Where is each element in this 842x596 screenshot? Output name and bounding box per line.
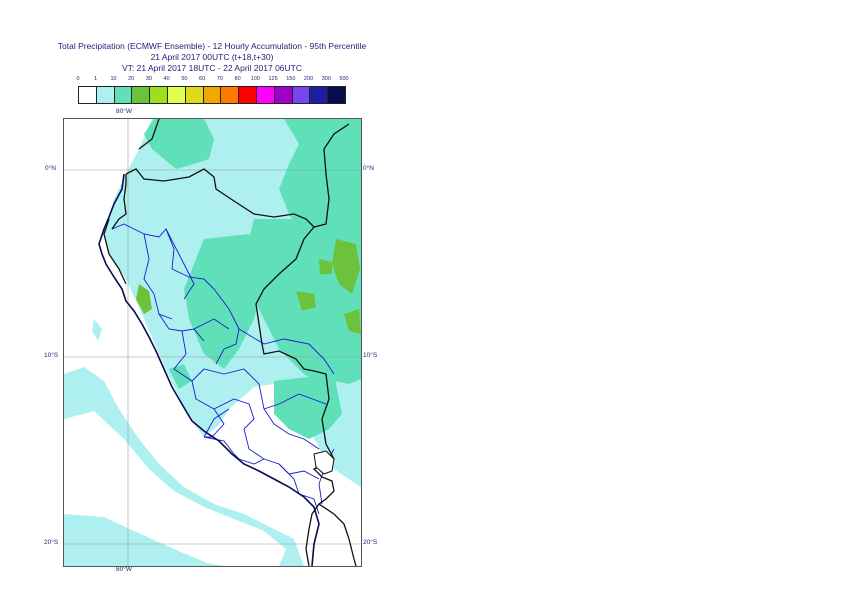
legend-tick-15: 500: [339, 76, 349, 82]
left-lat-label-2: 20°S: [44, 539, 59, 546]
right-lat-label-0: 0°N: [363, 165, 374, 172]
legend-tick-8: 70: [216, 76, 223, 82]
legend-tick-14: 300: [321, 76, 331, 82]
legend-tick-10: 100: [250, 76, 260, 82]
precip-20-30-patch-5: [344, 309, 361, 334]
legend-swatch-6: [185, 87, 204, 103]
color-legend: 0 1 10 20 30 40 50 60 70 80 100 125 150 …: [76, 76, 349, 104]
legend-swatch-1: [96, 87, 115, 103]
title-line-3: VT: 21 April 2017 18UTC - 22 April 2017 …: [121, 63, 302, 73]
legend-tick-9: 80: [234, 76, 241, 82]
legend-tick-4: 30: [145, 76, 152, 82]
coastline: [98, 173, 320, 566]
left-lat-label-0: 0°N: [45, 165, 56, 172]
legend-swatch-5: [167, 87, 186, 103]
legend-color-bar: [78, 86, 346, 104]
precip-20-30-patch-3: [296, 291, 316, 311]
legend-swatch-0: [79, 87, 97, 103]
precipitation-map: [63, 118, 362, 567]
legend-swatch-8: [221, 87, 240, 103]
precip-10-20-north: [144, 119, 214, 169]
ocean-precip-strip: [64, 529, 224, 566]
legend-tick-0: 0: [76, 76, 80, 82]
legend-swatch-13: [310, 87, 329, 103]
legend-tick-5: 40: [163, 76, 170, 82]
legend-tick-6: 50: [181, 76, 188, 82]
legend-swatch-10: [256, 87, 275, 103]
legend-swatch-4: [150, 87, 168, 103]
precip-20-30-patch-2: [136, 284, 152, 314]
right-lat-label-2: 20°S: [363, 539, 378, 546]
legend-swatch-2: [114, 87, 133, 103]
legend-tick-1: 1: [94, 76, 98, 82]
legend-swatch-11: [274, 87, 293, 103]
legend-swatch-3: [132, 87, 151, 103]
legend-tick-7: 60: [199, 76, 206, 82]
legend-tick-row: 0 1 10 20 30 40 50 60 70 80 100 125 150 …: [76, 76, 349, 85]
precip-10-20-patch: [169, 364, 192, 389]
graticule: [64, 119, 361, 566]
legend-swatch-7: [203, 87, 222, 103]
map-svg: [64, 119, 361, 566]
title-line-1: Total Precipitation (ECMWF Ensemble) - 1…: [57, 41, 367, 51]
legend-tick-2: 10: [110, 76, 117, 82]
precip-10-20-south: [274, 374, 342, 439]
title-line-2: 21 April 2017 00UTC (t+18,t+30): [150, 52, 274, 62]
department-boundaries: [111, 223, 335, 515]
legend-tick-3: 20: [128, 76, 135, 82]
ocean-precip-blob: [64, 371, 96, 409]
right-lat-label-1: 10°S: [363, 352, 378, 359]
left-lat-label-1: 10°S: [44, 352, 59, 359]
precip-20-30-patch-1: [332, 239, 360, 294]
legend-swatch-12: [292, 87, 311, 103]
legend-tick-11: 125: [268, 76, 278, 82]
top-lon-label: 80°W: [116, 108, 132, 115]
legend-tick-12: 150: [286, 76, 296, 82]
chart-title-block: Total Precipitation (ECMWF Ensemble) - 1…: [0, 41, 424, 74]
ocean-precip-blob-2: [92, 319, 102, 341]
precip-10-20-central: [184, 234, 264, 369]
legend-tick-13: 200: [303, 76, 314, 82]
lake-titicaca: [313, 450, 335, 475]
precip-20-30-patch-4: [319, 259, 332, 274]
bottom-lon-label: 80°W: [116, 566, 132, 573]
legend-swatch-14: [328, 87, 345, 103]
ocean-dry-pocket: [64, 411, 286, 566]
legend-swatch-9: [239, 87, 257, 103]
